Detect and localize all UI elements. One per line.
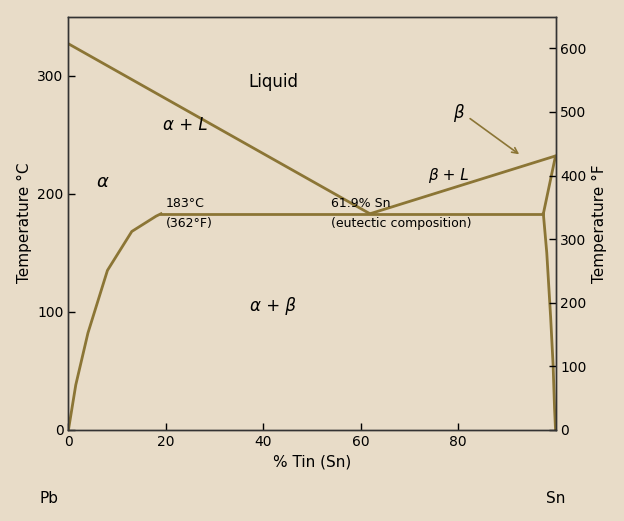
Text: α + L: α + L — [163, 116, 208, 134]
Text: 183°C: 183°C — [166, 196, 205, 209]
Text: Liquid: Liquid — [248, 72, 298, 91]
X-axis label: % Tin (Sn): % Tin (Sn) — [273, 454, 351, 469]
Text: β: β — [453, 104, 464, 122]
Text: 61.9% Sn: 61.9% Sn — [331, 196, 391, 209]
Text: Pb: Pb — [39, 491, 59, 506]
Y-axis label: Temperature °F: Temperature °F — [592, 164, 607, 282]
Text: (362°F): (362°F) — [166, 217, 213, 230]
Text: (eutectic composition): (eutectic composition) — [331, 217, 472, 230]
Text: Sn: Sn — [546, 491, 565, 506]
Y-axis label: Temperature °C: Temperature °C — [17, 163, 32, 283]
Text: α: α — [97, 173, 109, 191]
Text: β + L: β + L — [428, 168, 469, 183]
Text: α + β: α + β — [250, 297, 296, 315]
